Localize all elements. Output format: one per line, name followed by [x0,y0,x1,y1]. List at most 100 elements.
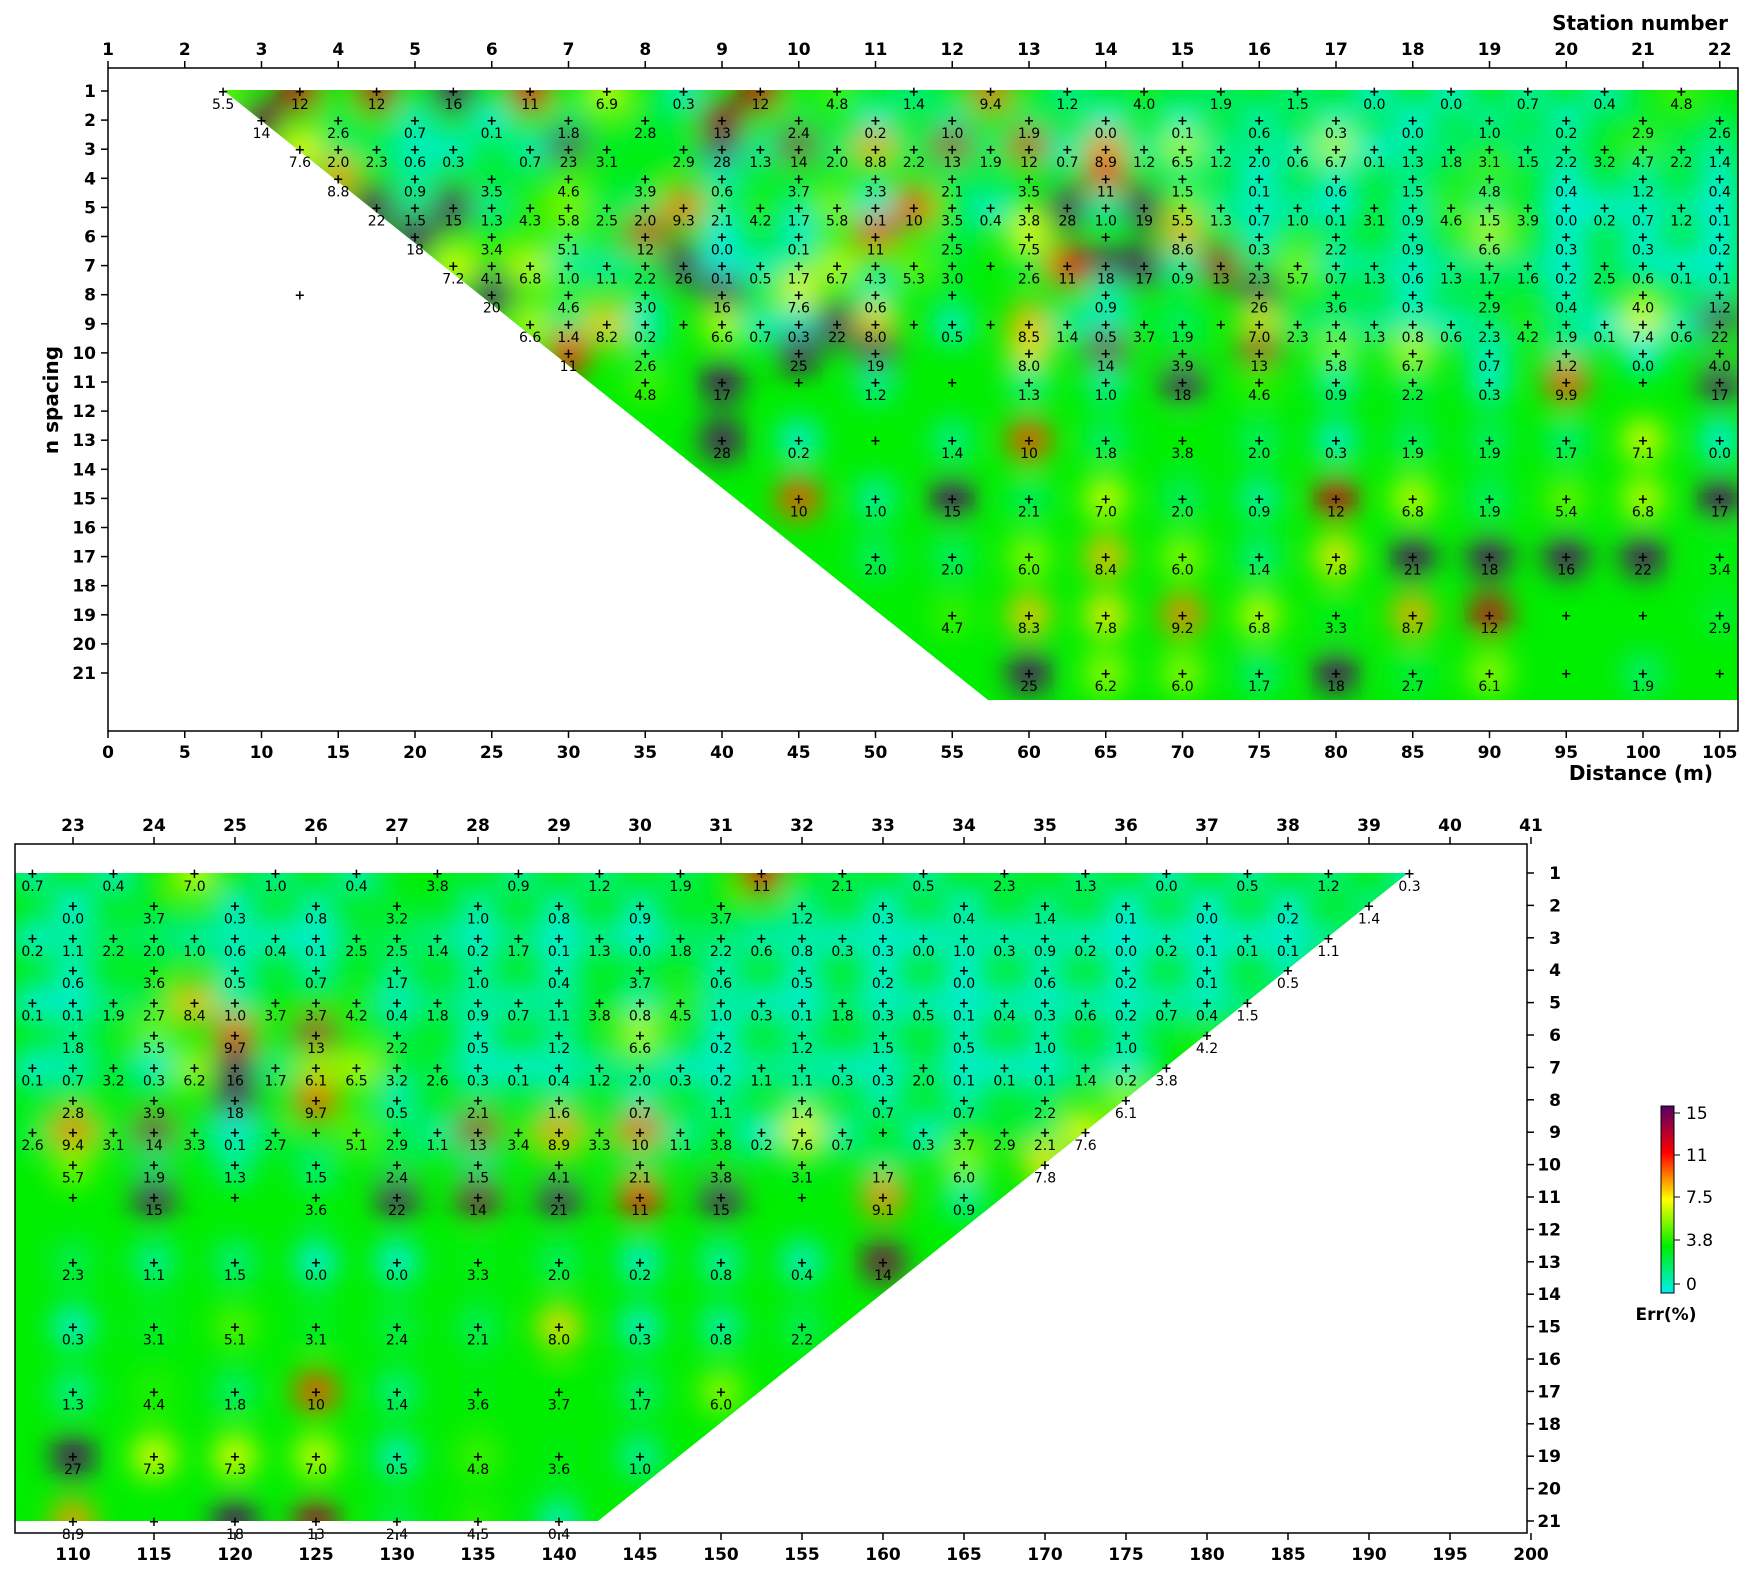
data-point-marker: + [947,231,958,246]
data-value-label: 0.3 [1555,243,1577,259]
data-point-marker: + [635,1191,646,1206]
x-tick-label: 170 [1027,1545,1063,1565]
heat-cell [375,915,419,960]
data-point-marker: + [755,143,766,158]
data-point-marker: + [1561,231,1572,246]
data-point-marker: + [793,434,804,449]
data-value-label: 0.6 [1440,330,1462,346]
data-point-marker: + [1024,231,1035,246]
data-point-marker: + [999,997,1010,1012]
heat-cell [496,1045,541,1090]
data-point-marker: + [947,201,958,216]
data-value-label: 1.7 [1555,446,1577,462]
data-point-marker: + [1024,376,1035,391]
heat-cell [1023,915,1067,960]
data-value-label: 0.9 [1325,388,1347,404]
data-value-label: 10 [1020,446,1038,462]
heat-cell [132,948,176,993]
data-value-label: 18 [406,243,424,259]
data-point-marker: + [1040,899,1051,914]
data-value-label: 0.0 [629,944,651,960]
data-point-marker: + [635,1029,646,1044]
heat-cell [213,1304,257,1349]
n-tick-label: 17 [72,548,96,568]
data-point-marker: + [635,1094,646,1109]
data-point-marker: + [1676,318,1687,333]
heat-cell [1225,873,1270,895]
data-value-label: 1.2 [791,1041,813,1057]
station-tick-label: 21 [1631,40,1655,60]
data-value-label: 4.8 [1670,97,1692,113]
data-value-label: 6.8 [1632,504,1654,520]
data-point-marker: + [392,1385,403,1400]
data-value-label: 6.6 [629,1041,651,1057]
heat-cell [15,1045,55,1090]
heat-cell [1314,418,1358,463]
data-point-marker: + [392,1515,403,1530]
data-point-marker: + [189,932,200,947]
data-value-label: 1.4 [426,944,448,960]
data-value-label: 0.0 [1115,944,1137,960]
heat-cell [780,1110,824,1155]
data-point-marker: + [1100,376,1111,391]
heat-cell [815,243,860,288]
data-value-label: 1.9 [1018,126,1040,142]
heat-cell [294,1142,338,1187]
data-point-marker: + [832,143,843,158]
data-point-marker: + [640,114,651,129]
data-point-marker: + [554,1191,565,1206]
data-value-label: 2.2 [1555,155,1577,171]
heat-cell [213,1110,257,1155]
data-point-marker: + [230,899,241,914]
data-value-label: 0.4 [1593,97,1615,113]
data-value-label: 2.9 [386,1138,408,1154]
data-point-marker: + [1714,172,1725,187]
data-value-label: 0.7 [507,1009,529,1025]
data-value-label: 1.4 [1074,1073,1096,1089]
heat-cell [1352,185,1397,230]
data-point-marker: + [870,143,881,158]
data-value-label: 1.9 [102,1009,124,1025]
heat-cell [51,1239,95,1284]
heat-cell [431,185,476,230]
data-value-label: 7.6 [1074,1138,1096,1154]
data-value-label: 2.0 [941,563,963,579]
station-tick-label: 32 [790,816,814,836]
heat-cell [537,1304,581,1349]
data-value-label: 0.2 [1709,243,1731,259]
heat-cell [334,1110,379,1155]
data-value-label: 4.0 [1709,359,1731,375]
data-value-label: 18 [1481,563,1499,579]
data-point-marker: + [554,964,565,979]
data-point-marker: + [1161,932,1172,947]
heat-cell [1275,243,1320,288]
heat-cell [415,915,460,960]
heat-cell [618,1175,662,1219]
heat-cell [577,1045,622,1090]
data-value-label: 7.6 [289,155,311,171]
data-point-marker: + [1331,231,1342,246]
data-value-label: 4.6 [1440,213,1462,229]
data-point-marker: + [1215,201,1226,216]
data-value-label: 1.0 [1478,126,1500,142]
data-value-label: 1.0 [183,944,205,960]
heat-cell [699,948,743,993]
heat-cell [1697,534,1738,579]
data-value-label: 22 [1634,563,1652,579]
data-point-marker: + [149,1061,160,1076]
heat-cell [1045,243,1090,288]
data-point-marker: + [832,318,843,333]
data-value-label: 0.2 [872,976,894,992]
data-point-marker: + [1242,932,1253,947]
data-point-marker: + [1202,964,1213,979]
data-point-marker: + [947,434,958,449]
colorbar-tick-label: 15 [1686,1104,1708,1124]
data-value-label: 22 [828,330,846,346]
data-point-marker: + [1638,114,1649,129]
heat-cell [738,90,783,113]
heat-cell [415,873,460,895]
data-value-label: 1.4 [386,1397,408,1413]
data-point-marker: + [678,143,689,158]
data-point-marker: + [410,114,421,129]
data-point-marker: + [563,318,574,333]
